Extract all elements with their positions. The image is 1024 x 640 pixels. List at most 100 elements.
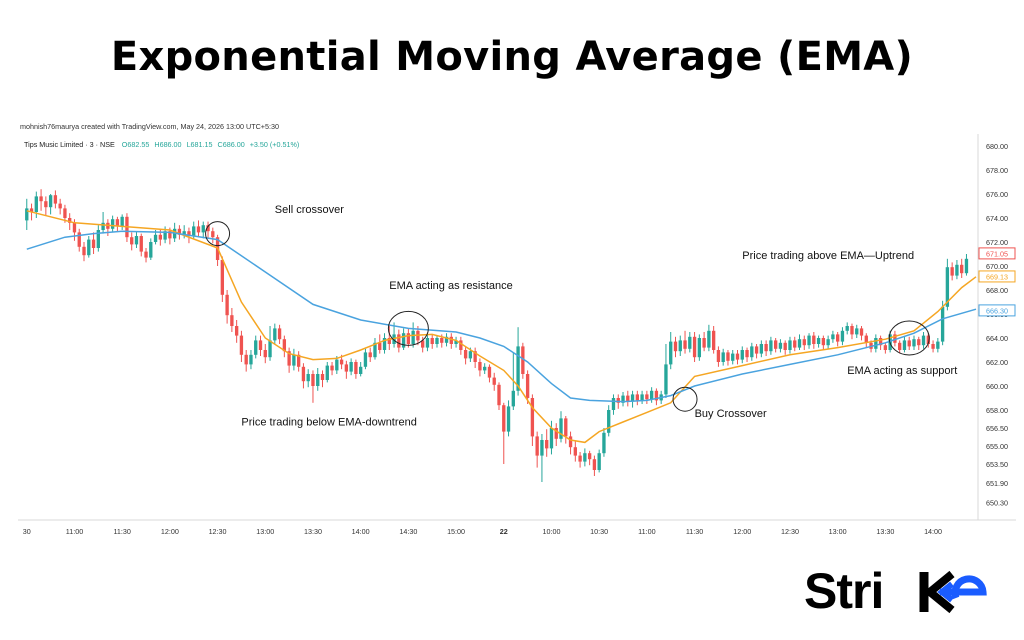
- annotation-label: Buy Crossover: [695, 408, 767, 420]
- candle-body: [435, 338, 439, 344]
- candle-body: [635, 394, 639, 401]
- crossover-circle: [205, 221, 231, 247]
- candle-body: [697, 338, 702, 358]
- candle-body: [683, 340, 687, 349]
- candle-body: [788, 340, 792, 350]
- candle-body: [449, 336, 453, 344]
- candle-body: [783, 342, 787, 350]
- candle-body: [130, 237, 134, 245]
- candle-body: [430, 338, 434, 344]
- price-tick-label: 662.00: [986, 358, 1008, 367]
- candle-body: [220, 260, 225, 295]
- time-tick-label: 14:00: [924, 527, 942, 536]
- candle-body: [573, 447, 577, 456]
- candle-body: [568, 436, 573, 448]
- crossover-markers: [205, 221, 930, 412]
- price-tick-label: 664.00: [986, 334, 1008, 343]
- candle-body: [96, 230, 100, 248]
- candle-body: [177, 228, 182, 235]
- candle-body: [153, 234, 158, 242]
- candle-body: [301, 366, 306, 382]
- time-tick-label: 30: [23, 527, 31, 536]
- candle-body: [673, 341, 678, 352]
- price-tag-label: 671.05: [986, 249, 1008, 258]
- candle-body: [807, 335, 811, 346]
- candle-body: [793, 340, 797, 348]
- candle-body: [29, 208, 34, 212]
- candle-body: [750, 346, 754, 358]
- page-title: Exponential Moving Average (EMA): [110, 34, 914, 80]
- time-tick-label: 11:30: [113, 527, 130, 536]
- candle-body: [545, 440, 549, 449]
- candle-body: [115, 219, 120, 227]
- candle-body: [626, 395, 630, 402]
- candle-body: [339, 359, 344, 365]
- candles: [25, 189, 969, 482]
- candle-body: [530, 398, 535, 437]
- price-tick-label: 680.00: [986, 142, 1008, 151]
- candle-body: [602, 432, 606, 454]
- ohlc-low: L681.15: [187, 140, 213, 149]
- candle-body: [735, 353, 740, 360]
- candle-body: [511, 390, 515, 407]
- candle-body: [325, 365, 329, 380]
- candle-body: [874, 338, 878, 349]
- candle-body: [831, 334, 835, 340]
- candle-body: [468, 351, 473, 359]
- candle-body: [397, 334, 401, 348]
- price-tag-box: [978, 247, 1016, 260]
- candle-body: [559, 418, 563, 439]
- candle-body: [764, 344, 768, 352]
- candle-body: [549, 428, 554, 449]
- candle-body: [583, 453, 587, 462]
- candle-body: [25, 208, 29, 221]
- candle-body: [802, 339, 806, 346]
- time-tick-label: 13:00: [256, 527, 274, 536]
- candle-body: [692, 336, 697, 358]
- annotations: Sell crossover EMA acting as resistance Pr…: [241, 204, 957, 428]
- candle-body: [645, 394, 649, 400]
- price-tick-label: 676.00: [986, 190, 1008, 199]
- candle-body: [893, 334, 897, 343]
- chart-background: [18, 116, 1016, 542]
- annotation-label: Sell crossover: [275, 204, 344, 216]
- candle-body: [864, 335, 868, 343]
- candle-body: [330, 365, 334, 371]
- candle-body: [859, 328, 864, 336]
- symbol-name: Tips Music Limited · 3 · NSE: [24, 140, 115, 149]
- candle-body: [578, 455, 582, 462]
- ema-fast-line: [26, 210, 977, 444]
- candle-body: [196, 226, 201, 233]
- candle-body: [344, 364, 349, 372]
- time-tick-label: 11:00: [66, 527, 83, 536]
- candle-body: [382, 338, 387, 350]
- annotation-label: EMA acting as resistance: [389, 280, 513, 292]
- candle-body: [945, 267, 950, 307]
- candle-body: [378, 342, 382, 350]
- candle-body: [487, 366, 492, 378]
- candle-body: [826, 339, 830, 346]
- candle-body: [778, 342, 783, 349]
- annotation-label: Price trading below EMA-downtrend: [241, 417, 416, 429]
- candle-body: [39, 196, 43, 202]
- price-tag-box: [978, 270, 1016, 283]
- candle-body: [311, 374, 315, 386]
- candle-body: [678, 340, 682, 352]
- candle-body: [964, 258, 969, 274]
- candle-body: [277, 328, 282, 340]
- candle-body: [960, 264, 964, 274]
- candle-body: [91, 239, 96, 248]
- candle-body: [401, 333, 406, 348]
- logo-k-arms: [923, 570, 955, 614]
- candle-body: [120, 216, 124, 227]
- candle-body: [134, 236, 139, 245]
- candle-body: [282, 339, 287, 352]
- candle-body: [926, 335, 930, 344]
- candle-body: [540, 440, 544, 456]
- crossover-circle: [387, 310, 429, 346]
- candle-body: [702, 338, 706, 348]
- candle-body: [769, 340, 773, 352]
- candle-body: [48, 195, 53, 208]
- candle-body: [525, 374, 530, 398]
- candle-body: [359, 366, 363, 374]
